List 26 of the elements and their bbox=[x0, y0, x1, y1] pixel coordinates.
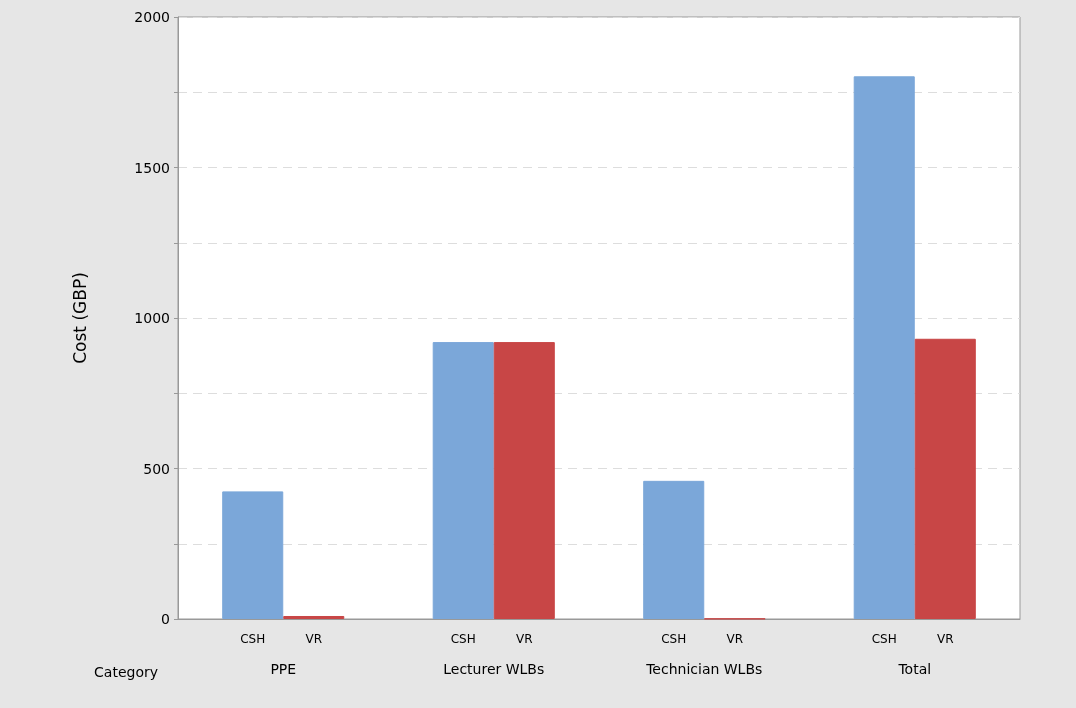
x-tick-label: Technician WLBs bbox=[645, 661, 763, 677]
series-label: CSH bbox=[240, 632, 266, 646]
text: CSH bbox=[871, 632, 897, 646]
bar bbox=[643, 480, 705, 619]
bar bbox=[853, 76, 915, 619]
bar bbox=[432, 342, 494, 619]
text: CSH bbox=[450, 632, 476, 646]
y-tick-label: 500 bbox=[143, 460, 170, 477]
bar bbox=[914, 338, 976, 619]
y-tick-label: 0 bbox=[161, 611, 170, 627]
y-tick-label: 1000 bbox=[134, 310, 170, 326]
bar bbox=[283, 615, 345, 619]
y-axis-title: Cost (GBP) bbox=[69, 272, 90, 364]
text: VR bbox=[726, 632, 744, 647]
y-tick-label: 2000 bbox=[134, 9, 170, 25]
text: CSH bbox=[661, 632, 687, 646]
x-axis-title: Category bbox=[94, 664, 158, 680]
text: VR bbox=[516, 632, 533, 646]
bar bbox=[222, 491, 284, 619]
x-tick-label: Lecturer WLBs bbox=[443, 661, 545, 677]
series-label: VR bbox=[305, 632, 323, 646]
x-tick-label: PPE bbox=[270, 661, 297, 677]
bar bbox=[493, 342, 555, 619]
y-tick-label: 1500 bbox=[134, 159, 170, 176]
text: VR bbox=[937, 632, 954, 646]
x-tick-label: Total bbox=[897, 661, 932, 677]
